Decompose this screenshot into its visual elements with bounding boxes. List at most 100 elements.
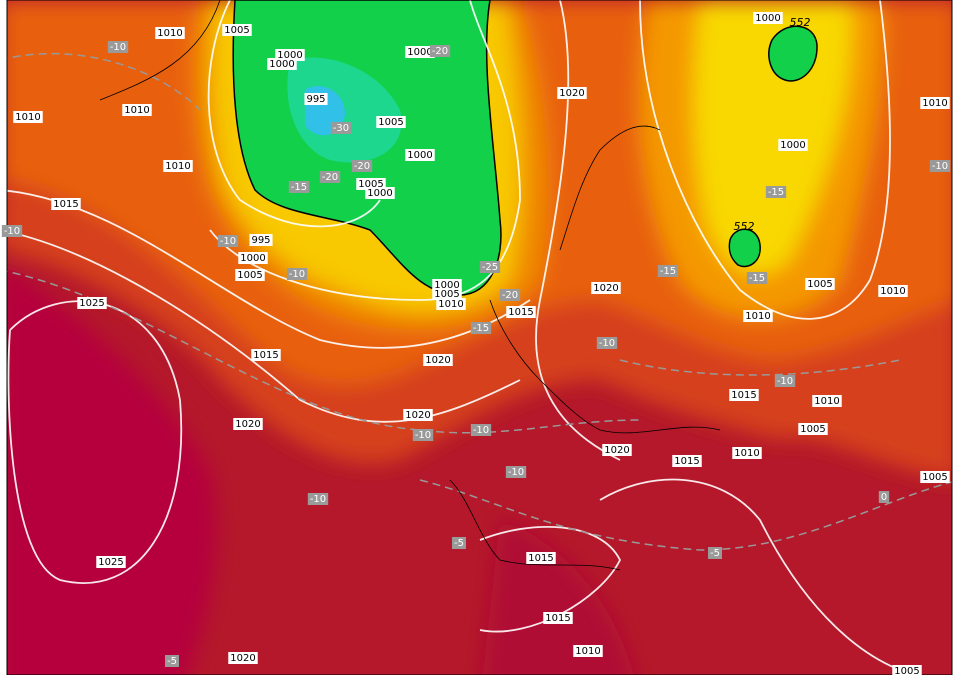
isobar-label: 1000 [405, 149, 435, 161]
temperature-label-box [479, 261, 501, 273]
isobar-label-box [365, 187, 395, 199]
temperature-label-text: -10 [508, 467, 524, 478]
temperature-label-box [217, 235, 239, 247]
isobar-label: 1025 [77, 297, 107, 309]
isobar-label: 1010 [920, 97, 950, 109]
isobar-label-box [557, 87, 587, 99]
isobar-label-box [602, 444, 632, 456]
isobar-label: 1015 [526, 552, 556, 564]
isobar-label-text: 1015 [674, 456, 699, 467]
temperature-label: -10 [217, 235, 239, 247]
isobar-label-text: 1005 [378, 117, 403, 128]
temperature-label-box [765, 186, 787, 198]
temperature-label-box [657, 265, 679, 277]
isobar-label-text: 1015 [731, 390, 756, 401]
temperature-label-text: -15 [660, 266, 676, 277]
isobar-label-text: 1020 [425, 355, 450, 366]
isobar-label-text: 1000 [434, 280, 459, 291]
map-frame [6, 0, 953, 675]
isobar-label: 1010 [573, 645, 603, 657]
temperature-label: -30 [330, 122, 352, 134]
isobar-label-text: 1005 [807, 279, 832, 290]
temperature-label-text: -10 [415, 430, 431, 441]
isobar-label: 1010 [122, 104, 152, 116]
temperature-label-text: -5 [454, 538, 464, 549]
isobar-label-box [672, 455, 702, 467]
isobar-label-text: 1020 [604, 445, 629, 456]
isobar-label-text: 1000 [240, 253, 265, 264]
isobar-label-box [920, 97, 950, 109]
temperature-label: -10 [929, 160, 951, 172]
temperature-label-box [774, 375, 796, 387]
isobar-label: 1005 [222, 24, 252, 36]
isobar-label-box [778, 139, 808, 151]
isobar-label-text: 1020 [559, 88, 584, 99]
isobar-label: 1000 [238, 252, 268, 264]
isobar-label-text: 1000 [780, 140, 805, 151]
isobar-label: 1005 [920, 471, 950, 483]
isobar-label-box [376, 116, 406, 128]
isobar-label-text: 1005 [434, 289, 459, 300]
temperature-label-text: -5 [710, 548, 720, 559]
thickness-label-text: 552 [790, 16, 811, 29]
isobar-label-text: 1010 [814, 396, 839, 407]
isobar-label-box [267, 58, 297, 70]
isobar-label-box [249, 234, 273, 246]
isobar-label-box [233, 418, 263, 430]
temperature-label: -20 [499, 289, 521, 301]
isobar-label-text: 1020 [230, 653, 255, 664]
temperature-label: -10 [470, 424, 492, 436]
isobar-label-text: 1015 [508, 307, 533, 318]
temperature-label-text: -10 [932, 161, 948, 172]
isobar-label-box [228, 652, 258, 664]
temperature-label: -20 [351, 160, 373, 172]
isobar-label-text: 1010 [734, 448, 759, 459]
isobar-label-box [122, 104, 152, 116]
temperature-label-box [165, 655, 179, 667]
isobar-label-text: 1005 [922, 472, 947, 483]
isobar-label-box [155, 27, 185, 39]
isobar-label: 1015 [672, 455, 702, 467]
temperature-label: -10 [107, 41, 129, 53]
isobar-label-box [238, 252, 268, 264]
isobar-label-box [591, 282, 621, 294]
temperature-label-box [708, 547, 722, 559]
isobar-label: 1020 [557, 87, 587, 99]
isobar-label: 1000 [405, 46, 435, 58]
isobar-label-text: 1015 [253, 350, 278, 361]
isobar-label-text: 1000 [755, 13, 780, 24]
isobar-label-box [436, 298, 466, 310]
isobar-label: 1010 [878, 285, 908, 297]
isobar-label-box [753, 12, 783, 24]
isobar-label: 1010 [155, 27, 185, 39]
temperature-label-text: -10 [220, 236, 236, 247]
temperature-label: -10 [774, 375, 796, 387]
temperature-label: -10 [412, 429, 434, 441]
temperature-label-text: -10 [4, 226, 20, 237]
isobar-label-text: 1005 [894, 666, 919, 675]
isobar-label-box [96, 556, 126, 568]
isobar-label-text: 1005 [358, 179, 383, 190]
temperature-label-box [746, 272, 768, 284]
temperature-label: -20 [429, 45, 451, 57]
temperature-label-box [470, 322, 492, 334]
temperature-label-box [351, 160, 373, 172]
temperature-label-text: -15 [291, 182, 307, 193]
isobar-label: 1020 [403, 409, 433, 421]
isobar-label-text: 1010 [165, 161, 190, 172]
isobar-label: 1005 [432, 288, 462, 300]
isobar-label-text: 1010 [438, 299, 463, 310]
isobar-label-box [526, 552, 556, 564]
temperature-label-box [505, 466, 527, 478]
temperature-label-text: -10 [310, 494, 326, 505]
temperature-label-text: 0 [881, 492, 887, 503]
temperature-label: -5 [452, 537, 466, 549]
temperature-label-text: -20 [322, 172, 338, 183]
temperature-label-box [319, 171, 341, 183]
isobar-label-text: 1015 [53, 199, 78, 210]
isobar-label: 1015 [543, 612, 573, 624]
isobar-label-box [51, 198, 81, 210]
temperature-label-box [412, 429, 434, 441]
isobar-label: 1010 [13, 111, 43, 123]
